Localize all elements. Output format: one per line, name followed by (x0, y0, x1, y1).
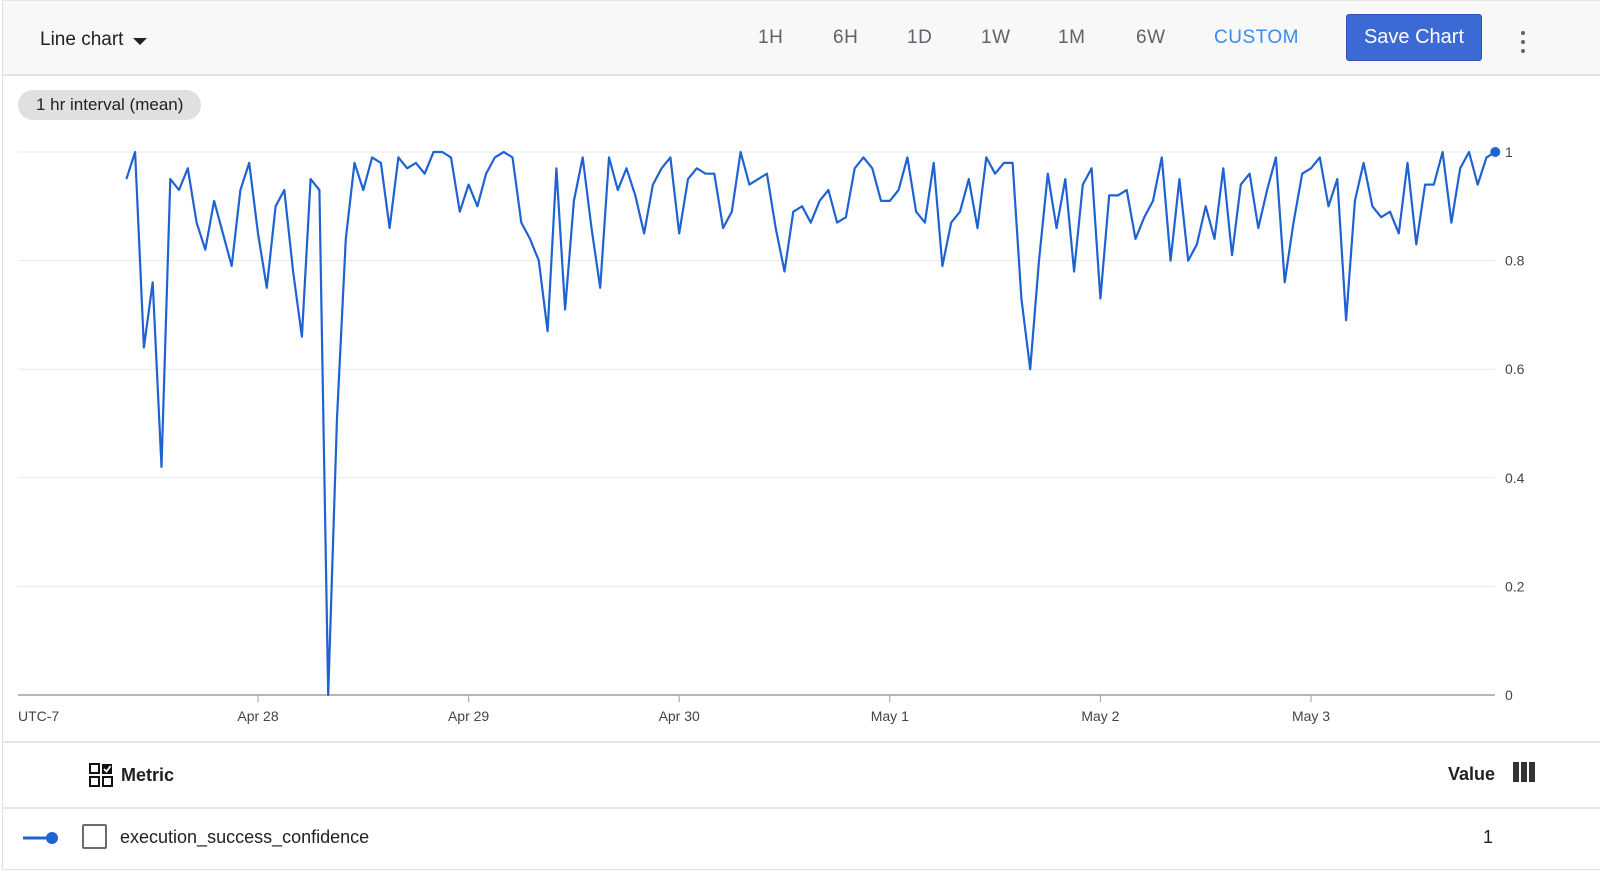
tab-1w[interactable]: 1W (981, 27, 1011, 48)
value-column-header[interactable]: Value (1448, 764, 1496, 784)
legend-row[interactable]: execution_success_confidence 1 (3, 807, 1600, 869)
interval-chip[interactable]: 1 hr interval (mean) (18, 90, 202, 120)
x-tick-label: May 1 (871, 708, 909, 724)
tab-6h[interactable]: 6H (833, 27, 859, 48)
series-swatch-icon (23, 832, 58, 844)
chart-type-dropdown[interactable]: Line chart (40, 29, 148, 51)
x-tick-label: Apr 28 (237, 708, 278, 724)
y-tick-label: 1 (1505, 144, 1513, 160)
series-checkbox[interactable] (82, 824, 107, 849)
y-tick-label: 0 (1505, 687, 1513, 703)
line-chart: Apr 28 Apr 29 Apr 30 May 1 May 2 May 3 0 0.2 0.… (18, 144, 1525, 724)
legend-header: Metric Value (3, 741, 1600, 809)
chart-type-label: Line chart (40, 29, 124, 50)
metric-selector-icon (89, 763, 113, 787)
gridlines (18, 151, 1495, 696)
x-tick-label: May 3 (1292, 708, 1330, 724)
x-tick-label: Apr 29 (448, 708, 489, 724)
chart-panel (2, 0, 1600, 870)
series-line-execution-success-confidence[interactable] (125, 150, 1496, 697)
x-axis: Apr 28 Apr 29 Apr 30 May 1 May 2 May 3 (237, 695, 1330, 724)
tab-6w[interactable]: 6W (1136, 27, 1166, 48)
y-tick-label: 0.2 (1505, 578, 1525, 594)
chart-toolbar: Line chart 1H 6H 1D 1W 1M 6W CUSTOM Save… (3, 0, 1600, 76)
metric-column-header[interactable]: Metric (89, 763, 174, 787)
y-tick-label: 0.8 (1505, 253, 1525, 269)
x-tick-label: May 2 (1081, 708, 1119, 724)
tab-1h[interactable]: 1H (758, 27, 784, 48)
y-tick-label: 0.4 (1505, 470, 1525, 486)
tab-custom[interactable]: CUSTOM (1214, 27, 1299, 48)
save-chart-button[interactable]: Save Chart (1346, 14, 1482, 61)
column-picker-icon[interactable] (1513, 762, 1535, 782)
tab-1d[interactable]: 1D (907, 27, 933, 48)
x-tick-label: Apr 30 (659, 708, 700, 724)
metric-value: 1 (1483, 827, 1494, 847)
metric-header-label: Metric (121, 764, 175, 785)
caret-down-icon (133, 37, 148, 45)
y-axis: 0 0.2 0.4 0.6 0.8 1 (1505, 144, 1525, 703)
metric-name: execution_success_confidence (120, 827, 370, 847)
tab-1m[interactable]: 1M (1058, 27, 1086, 48)
series-last-point[interactable] (1490, 147, 1501, 157)
more-vert-icon[interactable] (1516, 31, 1530, 53)
timezone-label: UTC-7 (18, 708, 59, 724)
y-tick-label: 0.6 (1505, 361, 1525, 377)
